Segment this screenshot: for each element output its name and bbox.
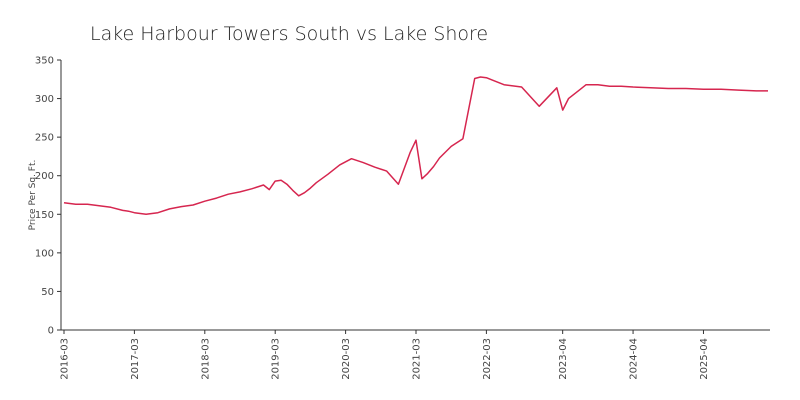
data-point	[426, 171, 430, 175]
data-point	[754, 89, 758, 93]
data-point	[666, 87, 670, 91]
data-point	[314, 181, 318, 185]
data-point	[567, 97, 571, 101]
x-tick-label: 2021-03	[412, 338, 423, 380]
data-point	[179, 205, 183, 209]
data-point	[226, 192, 230, 196]
data-point	[109, 205, 113, 209]
data-point	[737, 88, 741, 92]
x-tick-label: 2018-03	[200, 338, 211, 380]
x-tick-label: 2024-04	[629, 338, 640, 380]
data-point	[144, 212, 148, 216]
data-point	[326, 172, 330, 176]
data-point	[121, 208, 125, 212]
y-tick-label: 350	[35, 56, 54, 67]
data-point	[608, 84, 612, 88]
series-line	[63, 76, 768, 216]
y-tick-label: 150	[35, 210, 54, 221]
data-point	[432, 165, 436, 169]
data-point	[766, 89, 770, 93]
data-point	[191, 203, 195, 207]
data-point	[619, 84, 623, 88]
x-tick-label: 2019-03	[271, 338, 282, 380]
data-point	[461, 137, 465, 141]
x-tick-label: 2022-03	[482, 338, 493, 380]
data-point	[420, 177, 424, 181]
x-tick-label: 2025-04	[699, 338, 710, 380]
y-tick-label: 50	[41, 287, 54, 298]
x-tick-label: 2023-04	[558, 338, 569, 380]
chart-title: Lake Harbour Towers South vs Lake Shore	[90, 23, 488, 45]
data-point	[86, 202, 90, 206]
data-point	[537, 104, 541, 108]
data-point	[273, 179, 277, 183]
data-point	[649, 86, 653, 90]
data-point	[361, 161, 365, 165]
x-axis-ticks: 2016-03 2017-03 2018-03 2019-03 2020-03 2021-…	[60, 330, 710, 380]
x-tick-label: 2016-03	[60, 338, 71, 380]
data-point	[62, 201, 66, 205]
y-tick-label: 100	[35, 248, 54, 259]
data-point	[267, 188, 271, 192]
data-point	[438, 156, 442, 160]
data-point	[385, 169, 389, 173]
data-point	[132, 211, 136, 215]
x-tick-label: 2020-03	[341, 338, 352, 380]
y-axis-ticks: 0 50 100 150 200 250 300 350	[35, 56, 61, 337]
data-point	[561, 108, 565, 112]
data-point	[584, 83, 588, 87]
data-point	[490, 78, 494, 82]
y-tick-label: 250	[35, 133, 54, 144]
data-point	[215, 196, 219, 200]
series-group	[62, 75, 770, 216]
data-point	[702, 87, 706, 91]
data-point	[303, 191, 307, 195]
data-point	[279, 178, 283, 182]
data-point	[74, 202, 78, 206]
data-point	[291, 188, 295, 192]
data-point	[719, 87, 723, 91]
data-point	[127, 209, 131, 213]
data-point	[408, 151, 412, 155]
data-point	[520, 85, 524, 89]
y-tick-label: 0	[48, 326, 54, 337]
data-point	[297, 194, 301, 198]
y-tick-label: 200	[35, 171, 54, 182]
data-point	[97, 204, 101, 208]
data-point	[578, 87, 582, 91]
data-point	[596, 83, 600, 87]
y-tick-label: 300	[35, 94, 54, 105]
data-point	[631, 85, 635, 89]
data-point	[414, 138, 418, 142]
data-point	[479, 75, 483, 79]
data-point	[262, 183, 266, 187]
data-point	[684, 87, 688, 91]
data-point	[285, 182, 289, 186]
data-point	[168, 207, 172, 211]
data-point	[572, 92, 576, 96]
y-axis-title: Price Per Sq. Ft.	[28, 160, 38, 231]
data-point	[555, 86, 559, 90]
data-point	[484, 76, 488, 80]
data-point	[156, 211, 160, 215]
data-point	[308, 186, 312, 190]
data-point	[250, 187, 254, 191]
data-point	[203, 199, 207, 203]
data-point	[373, 165, 377, 169]
data-point	[350, 157, 354, 161]
data-point	[502, 83, 506, 87]
data-point	[449, 144, 453, 148]
data-point	[338, 163, 342, 167]
data-point	[396, 182, 400, 186]
data-point	[238, 190, 242, 194]
x-tick-label: 2017-03	[130, 338, 141, 380]
data-point	[473, 77, 477, 81]
